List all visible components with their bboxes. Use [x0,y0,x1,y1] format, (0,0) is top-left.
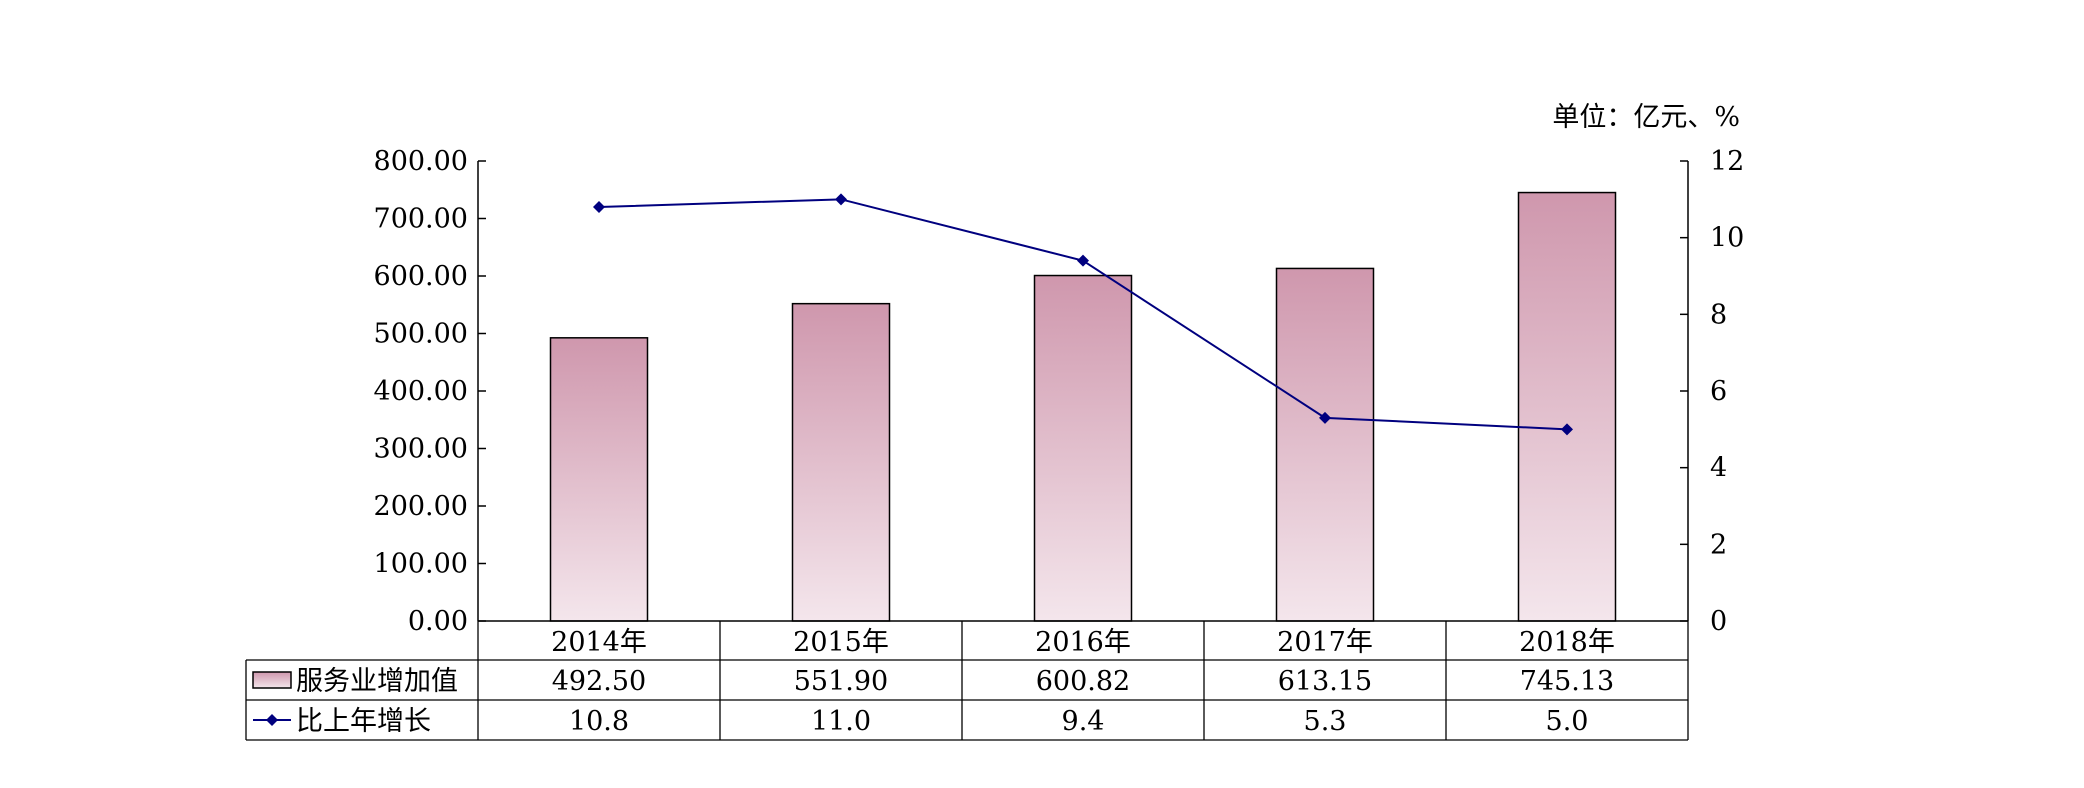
table-value: 745.13 [1520,666,1614,697]
legend-swatch-bar [252,671,292,689]
legend-swatch-marker [266,714,278,726]
table-value: 11.0 [811,706,871,737]
x-tick-label: 2015年 [793,627,889,658]
bar-2015年 [791,302,891,622]
left-tick-label: 800.00 [374,146,468,177]
growth-point-2015年 [835,193,847,206]
left-tick-label: 500.00 [374,319,468,350]
right-axis: 0 2 4 6 8 10 12 [1680,146,1744,637]
bar-2014年 [549,337,649,622]
bar-2016年 [1033,274,1133,622]
right-tick-label: 12 [1710,146,1744,177]
growth-point-2018年 [1561,423,1573,436]
growth-point-2017年 [1319,411,1331,424]
left-tick-label: 300.00 [374,434,468,465]
left-tick-label: 200.00 [374,491,468,522]
table-value: 5.3 [1304,706,1347,737]
right-tick-label: 0 [1710,606,1727,637]
x-tick-label: 2018年 [1519,627,1615,658]
table-value: 492.50 [552,666,646,697]
legend-label: 比上年增长 [296,706,431,737]
right-tick-label: 8 [1710,299,1727,330]
table-value: 10.8 [569,706,629,737]
left-tick-label: 700.00 [374,204,468,235]
bar-2018年 [1517,191,1617,622]
table-value: 600.82 [1036,666,1130,697]
right-tick-label: 6 [1710,376,1727,407]
growth-point-2016年 [1077,254,1089,267]
bar-2017年 [1275,267,1375,622]
left-tick-label: 0.00 [408,606,468,637]
x-tick-label: 2017年 [1277,627,1373,658]
table-value: 613.15 [1278,666,1372,697]
right-tick-label: 10 [1710,223,1744,254]
left-tick-label: 400.00 [374,376,468,407]
x-tick-label: 2014年 [551,627,647,658]
left-tick-label: 100.00 [374,549,468,580]
growth-line [593,193,1573,436]
unit-label: 单位：亿元、% [1552,102,1740,133]
legend-label: 服务业增加值 [296,666,458,697]
right-tick-label: 4 [1710,453,1727,484]
table-value: 5.0 [1546,706,1589,737]
table-value: 551.90 [794,666,888,697]
table-value: 9.4 [1062,706,1105,737]
left-tick-label: 600.00 [374,261,468,292]
left-axis: 0.00 100.00 200.00 300.00 400.00 500.00 600.00… [374,146,486,637]
x-tick-label: 2016年 [1035,627,1131,658]
growth-point-2014年 [593,201,605,213]
bars [549,191,1617,622]
right-tick-label: 2 [1710,529,1727,560]
